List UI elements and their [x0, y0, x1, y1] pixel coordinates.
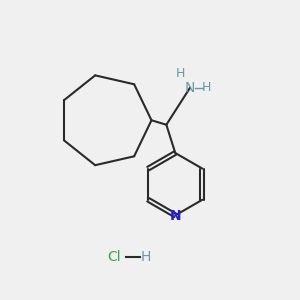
Text: N: N	[169, 209, 181, 223]
Text: H: H	[202, 81, 211, 94]
Text: N: N	[185, 81, 195, 94]
Text: H: H	[176, 67, 185, 80]
Text: Cl: Cl	[107, 250, 121, 264]
Text: H: H	[140, 250, 151, 264]
